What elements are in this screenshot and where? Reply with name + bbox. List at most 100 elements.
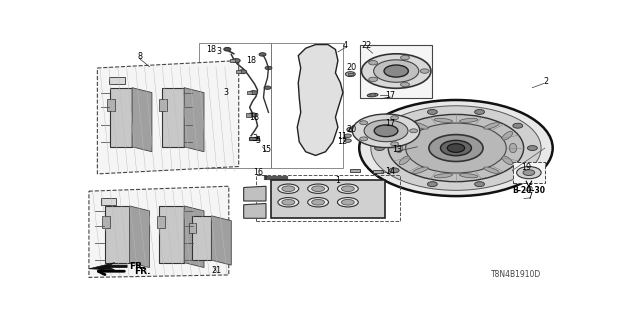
Ellipse shape	[399, 156, 410, 165]
Bar	[157, 216, 165, 228]
Circle shape	[359, 100, 553, 196]
Bar	[199, 43, 271, 168]
Circle shape	[248, 113, 257, 117]
Bar	[372, 170, 383, 173]
Polygon shape	[244, 204, 266, 218]
Bar	[189, 223, 196, 233]
Bar	[230, 59, 235, 62]
Circle shape	[401, 55, 410, 60]
Circle shape	[264, 86, 271, 89]
Circle shape	[352, 114, 420, 148]
Ellipse shape	[502, 156, 513, 165]
Ellipse shape	[484, 167, 499, 173]
Circle shape	[374, 125, 398, 137]
Ellipse shape	[341, 199, 355, 205]
Text: 18: 18	[246, 56, 256, 65]
Ellipse shape	[434, 118, 452, 123]
Ellipse shape	[509, 143, 516, 153]
Text: 5: 5	[255, 136, 260, 145]
Circle shape	[344, 139, 351, 142]
Circle shape	[447, 144, 465, 152]
Text: 3: 3	[224, 88, 229, 97]
Bar	[159, 99, 167, 111]
Circle shape	[224, 47, 231, 51]
Circle shape	[410, 129, 418, 133]
Polygon shape	[244, 186, 266, 201]
Ellipse shape	[484, 123, 499, 129]
Ellipse shape	[341, 186, 355, 192]
Circle shape	[513, 123, 523, 128]
Text: 18: 18	[250, 113, 260, 122]
Polygon shape	[162, 88, 184, 147]
Text: 16: 16	[253, 168, 264, 177]
Circle shape	[360, 137, 367, 141]
Circle shape	[364, 120, 408, 142]
Ellipse shape	[308, 184, 328, 193]
Circle shape	[374, 146, 385, 150]
Circle shape	[250, 91, 257, 95]
Ellipse shape	[282, 186, 295, 192]
Circle shape	[390, 142, 399, 146]
Text: T8N4B1910D: T8N4B1910D	[492, 270, 541, 279]
Text: FR.: FR.	[134, 267, 151, 276]
Text: 22: 22	[361, 41, 371, 50]
Polygon shape	[211, 216, 231, 265]
Ellipse shape	[312, 199, 324, 205]
Circle shape	[362, 54, 431, 88]
Ellipse shape	[502, 132, 513, 140]
Circle shape	[523, 170, 534, 175]
Circle shape	[371, 106, 541, 190]
Circle shape	[401, 82, 410, 87]
Circle shape	[232, 59, 240, 62]
Circle shape	[259, 53, 266, 56]
Bar	[256, 175, 400, 221]
Circle shape	[388, 115, 524, 182]
Text: 4: 4	[343, 41, 348, 50]
Circle shape	[389, 123, 399, 128]
Circle shape	[360, 121, 367, 125]
Polygon shape	[97, 60, 239, 174]
Circle shape	[527, 146, 538, 150]
Circle shape	[406, 123, 506, 173]
Text: 3: 3	[252, 134, 257, 143]
Circle shape	[374, 60, 419, 82]
Text: 20: 20	[347, 63, 357, 72]
Circle shape	[428, 182, 437, 187]
Circle shape	[265, 66, 272, 70]
Polygon shape	[89, 263, 127, 270]
Text: 21: 21	[211, 266, 221, 275]
Ellipse shape	[366, 120, 377, 124]
Bar	[109, 76, 125, 84]
Text: 17: 17	[385, 119, 395, 128]
Text: 19: 19	[522, 163, 531, 172]
Ellipse shape	[434, 174, 452, 178]
Polygon shape	[129, 206, 150, 268]
Ellipse shape	[460, 118, 478, 123]
Bar	[236, 70, 241, 73]
Ellipse shape	[399, 132, 410, 140]
Ellipse shape	[367, 93, 378, 97]
Polygon shape	[297, 44, 343, 156]
Circle shape	[239, 70, 246, 74]
Text: 3: 3	[216, 47, 221, 56]
Text: 13: 13	[392, 145, 403, 154]
Bar	[348, 73, 353, 75]
Circle shape	[346, 72, 355, 76]
Ellipse shape	[460, 174, 478, 178]
Text: 17: 17	[385, 91, 395, 100]
Circle shape	[428, 109, 437, 115]
Circle shape	[475, 182, 484, 187]
Polygon shape	[184, 206, 204, 268]
Circle shape	[475, 109, 484, 115]
Circle shape	[370, 93, 376, 97]
Text: 14: 14	[385, 167, 395, 176]
Circle shape	[347, 127, 356, 132]
Text: 8: 8	[137, 52, 142, 61]
Ellipse shape	[413, 123, 428, 129]
Ellipse shape	[312, 186, 324, 192]
Polygon shape	[159, 206, 184, 263]
Text: 2: 2	[543, 77, 549, 86]
Polygon shape	[132, 88, 152, 152]
Circle shape	[516, 166, 541, 179]
Text: 11: 11	[337, 132, 347, 141]
